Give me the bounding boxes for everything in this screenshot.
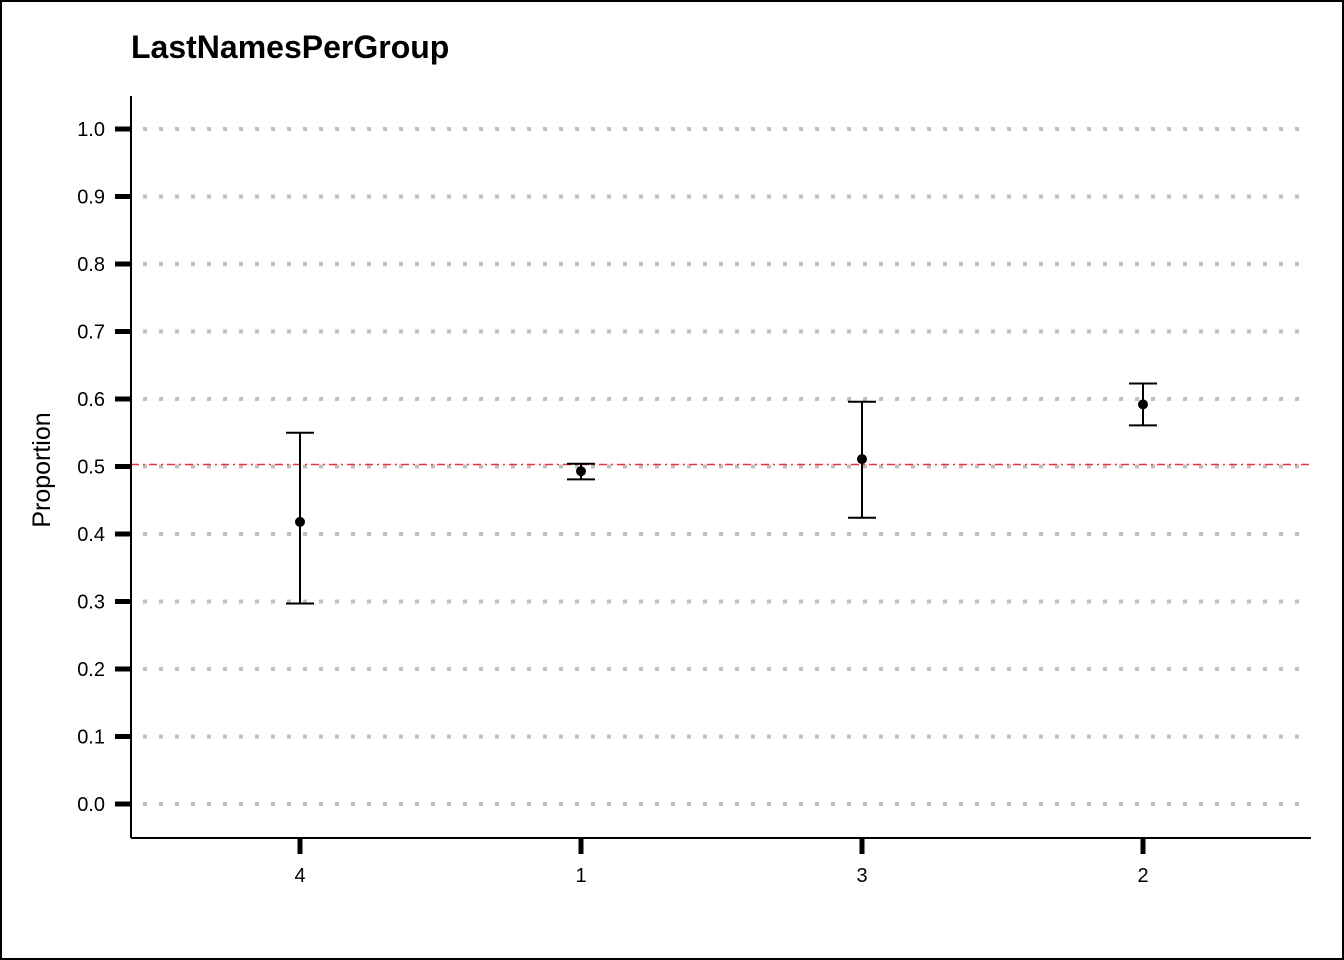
grid-lines <box>143 127 1311 806</box>
y-tick-label: 0.0 <box>77 794 105 816</box>
y-tick-label: 0.7 <box>77 322 105 344</box>
x-tick-label: 1 <box>575 865 586 887</box>
y-tick-label: 0.9 <box>77 187 105 209</box>
y-tick-label: 0.4 <box>77 524 105 546</box>
y-tick-label: 0.8 <box>77 254 105 276</box>
x-tick-label: 3 <box>856 865 867 887</box>
y-tick-label: 0.2 <box>77 659 105 681</box>
y-tick-label: 0.6 <box>77 389 105 411</box>
x-ticks: 4 1 3 2 <box>294 838 1149 887</box>
error-bars <box>286 382 1157 605</box>
data-point <box>1138 399 1148 410</box>
x-tick-label: 2 <box>1137 865 1148 887</box>
y-axis-label: Proportion <box>28 412 56 527</box>
y-tick-label: 1.0 <box>77 119 105 141</box>
data-point <box>576 466 586 477</box>
y-tick-label: 0.3 <box>77 592 105 614</box>
data-point <box>295 516 305 527</box>
data-point <box>857 454 867 465</box>
x-tick-label: 4 <box>294 865 305 887</box>
data-points <box>295 399 1148 527</box>
y-tick-label: 0.5 <box>77 457 105 479</box>
y-ticks: 0.0 0.1 0.2 0.3 0.4 0.5 0.6 0.7 0.8 0.9 1.0 <box>77 119 131 816</box>
y-tick-label: 0.1 <box>77 727 105 749</box>
chart-title: LastNamesPerGroup <box>131 29 449 65</box>
